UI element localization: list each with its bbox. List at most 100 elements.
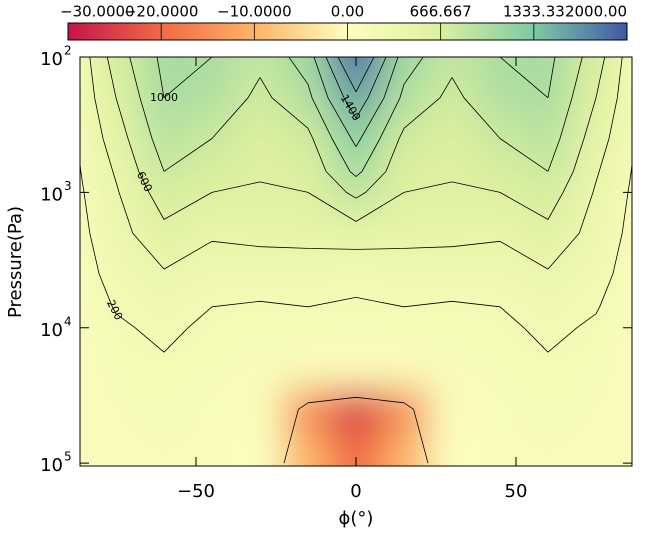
heat-cell <box>140 154 189 183</box>
heat-cell <box>332 57 381 78</box>
heat-cell <box>236 348 285 390</box>
heat-cell <box>524 57 573 78</box>
heat-cell <box>332 317 381 349</box>
heat-cell <box>380 154 429 183</box>
heat-cell <box>524 118 573 156</box>
heat-cell <box>476 212 525 255</box>
y-axis-label: Pressure(Pa) <box>5 206 26 318</box>
colorbar-tick-label: 0.00 <box>331 3 364 21</box>
heat-cell <box>236 388 285 437</box>
heat-cell <box>524 388 573 437</box>
heat-cell <box>80 57 93 78</box>
heat-cell <box>332 77 381 119</box>
heat-cell <box>80 388 93 437</box>
heat-cell <box>476 181 525 214</box>
heat-cell <box>140 348 189 390</box>
heat-cell <box>620 57 632 78</box>
heat-cell <box>428 181 477 214</box>
contour-line <box>283 396 429 464</box>
heat-cell <box>140 436 189 466</box>
heat-cell <box>236 118 285 156</box>
x-tick-label: −50 <box>177 481 215 502</box>
x-axis-label: ϕ(°) <box>339 508 374 529</box>
colorbar-tick-label: 2000.00 <box>565 3 627 21</box>
heat-cell <box>380 212 429 255</box>
contour-line <box>106 57 606 222</box>
heat-cell <box>188 57 237 78</box>
heat-cell <box>620 290 632 318</box>
y-tick-label: 10 <box>40 49 63 70</box>
heat-cell <box>188 77 237 119</box>
colorbar-tick-label: −20.0000 <box>124 3 199 21</box>
y-tick-label: 10 <box>40 184 63 205</box>
contour-line <box>337 57 375 93</box>
heat-cell <box>284 212 333 255</box>
heatmap-cells <box>80 57 632 466</box>
heat-cell <box>236 436 285 466</box>
heat-cell <box>428 348 477 390</box>
contour-line <box>80 160 632 353</box>
heat-cell <box>620 118 632 156</box>
heat-cell <box>140 317 189 349</box>
heat-cell <box>428 317 477 349</box>
heat-cell <box>284 77 333 119</box>
heat-cell <box>80 290 93 318</box>
heat-cell <box>428 436 477 466</box>
heat-cell <box>332 290 381 318</box>
heat-cell <box>92 388 141 437</box>
heat-cell <box>380 181 429 214</box>
heat-cell <box>380 317 429 349</box>
heat-cell <box>284 290 333 318</box>
heat-cell <box>284 57 333 78</box>
contour-line <box>89 57 623 270</box>
heat-cell <box>524 317 573 349</box>
heat-cell <box>332 154 381 183</box>
heat-cell <box>428 118 477 156</box>
heat-cell <box>524 290 573 318</box>
heat-cell <box>284 348 333 390</box>
heat-cell <box>188 388 237 437</box>
heat-cell <box>428 290 477 318</box>
heat-cell <box>380 436 429 466</box>
heat-cell <box>92 436 141 466</box>
heat-cell <box>236 212 285 255</box>
heat-cell <box>428 57 477 78</box>
heat-cell <box>284 388 333 437</box>
heat-cell <box>524 154 573 183</box>
heat-cell <box>380 253 429 291</box>
heat-cell <box>92 290 141 318</box>
heat-cell <box>92 253 141 291</box>
heat-cell <box>92 154 141 183</box>
heat-cell <box>572 118 621 156</box>
heat-cell <box>380 348 429 390</box>
heat-cell <box>380 57 429 78</box>
heat-cell <box>188 253 237 291</box>
heat-cell <box>92 57 141 78</box>
heat-cell <box>188 290 237 318</box>
heat-cell <box>284 118 333 156</box>
contour-line <box>325 57 387 119</box>
heat-cell <box>92 181 141 214</box>
heat-cell <box>236 290 285 318</box>
x-tick-label: 50 <box>505 481 528 502</box>
heat-cell <box>188 348 237 390</box>
colorbar-tick-label: −30.0000 <box>60 3 135 21</box>
heat-cell <box>92 317 141 349</box>
heat-cell <box>332 348 381 390</box>
heat-cell <box>428 154 477 183</box>
heat-cell <box>476 154 525 183</box>
colorbar-tick-label: −10.0000 <box>217 3 292 21</box>
heat-cell <box>80 253 93 291</box>
heat-cell <box>140 181 189 214</box>
heat-cell <box>620 436 632 466</box>
heat-cell <box>80 154 93 183</box>
heat-cell <box>140 290 189 318</box>
heat-cell <box>572 181 621 214</box>
heat-cell <box>80 317 93 349</box>
heat-cell <box>188 317 237 349</box>
contour-line <box>313 57 399 147</box>
heat-cell <box>188 181 237 214</box>
heat-cell <box>572 212 621 255</box>
heat-cell <box>92 348 141 390</box>
heat-cell <box>380 118 429 156</box>
